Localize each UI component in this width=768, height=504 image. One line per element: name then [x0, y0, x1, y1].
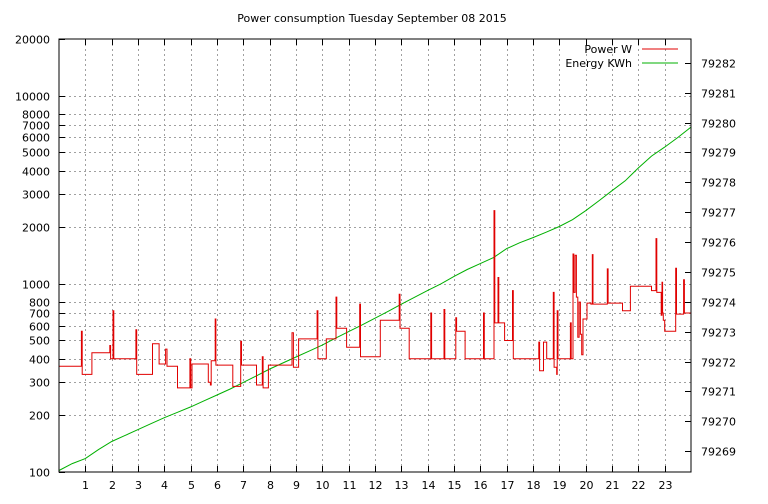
y-right-tick-label: 79279: [701, 147, 736, 160]
y-left-tick-label: 200: [29, 410, 50, 423]
x-tick-label: 12: [369, 479, 383, 492]
x-tick-label: 5: [188, 479, 195, 492]
y-right-tick-label: 79280: [701, 118, 736, 131]
y-left-tick-label: 600: [29, 321, 50, 334]
x-tick-label: 11: [343, 479, 357, 492]
x-tick-label: 23: [659, 479, 673, 492]
y-right-tick-label: 79269: [701, 446, 736, 459]
plot-series: [59, 127, 691, 470]
x-tick-label: 15: [448, 479, 462, 492]
x-tick-label: 20: [580, 479, 594, 492]
x-tick-label: 1: [82, 479, 89, 492]
y-left-tick-label: 5000: [22, 147, 50, 160]
y-left-tick-label: 800: [29, 297, 50, 310]
y-right-tick-label: 79278: [701, 177, 736, 190]
y-left-tick-label: 300: [29, 377, 50, 390]
y-left-tick-label: 1000: [22, 279, 50, 292]
y-right-tick-label: 79271: [701, 386, 736, 399]
y-right-tick-label: 79270: [701, 416, 736, 429]
x-tick-label: 17: [501, 479, 515, 492]
chart-title: Power consumption Tuesday September 08 2…: [237, 12, 507, 25]
x-tick-label: 13: [395, 479, 409, 492]
y-right-tick-label: 79282: [701, 58, 736, 71]
y-left-tick-label: 3000: [22, 189, 50, 202]
legend-label: Power W: [584, 43, 632, 56]
x-tick-label: 4: [161, 479, 168, 492]
grid: [59, 39, 691, 472]
x-tick-label: 7: [240, 479, 247, 492]
y-left-tick-label: 2000: [22, 222, 50, 235]
x-tick-label: 16: [474, 479, 488, 492]
x-tick-label: 9: [293, 479, 300, 492]
y-left-tick-label: 6000: [22, 132, 50, 145]
x-tick-label: 14: [422, 479, 436, 492]
axes: 1 2 3 4 5 6 7 8 9 10 11 12 13 14 15 16 17 18 19 20 21 22 23100…: [15, 34, 736, 493]
y-left-tick-label: 8000: [22, 109, 50, 122]
y-left-tick-label: 100: [29, 467, 50, 480]
x-tick-label: 6: [214, 479, 221, 492]
series-energy-kwh-line: [59, 127, 691, 470]
x-tick-label: 2: [109, 479, 116, 492]
y-left-tick-label: 4000: [22, 166, 50, 179]
legend-label: Energy KWh: [565, 57, 632, 70]
x-tick-label: 8: [267, 479, 274, 492]
y-right-tick-label: 79275: [701, 267, 736, 280]
x-tick-label: 3: [135, 479, 142, 492]
x-tick-label: 22: [632, 479, 646, 492]
x-tick-label: 19: [553, 479, 567, 492]
y-right-tick-label: 79274: [701, 297, 736, 310]
y-right-tick-label: 79272: [701, 357, 736, 370]
x-tick-label: 21: [606, 479, 620, 492]
y-left-tick-label: 20000: [15, 34, 50, 47]
y-right-tick-label: 79281: [701, 88, 736, 101]
y-left-tick-label: 500: [29, 335, 50, 348]
x-tick-label: 18: [527, 479, 541, 492]
y-left-tick-label: 10000: [15, 91, 50, 104]
y-right-tick-label: 79277: [701, 207, 736, 220]
y-right-tick-label: 79273: [701, 327, 736, 340]
y-left-tick-label: 400: [29, 354, 50, 367]
x-tick-label: 10: [316, 479, 330, 492]
y-right-tick-label: 79276: [701, 237, 736, 250]
